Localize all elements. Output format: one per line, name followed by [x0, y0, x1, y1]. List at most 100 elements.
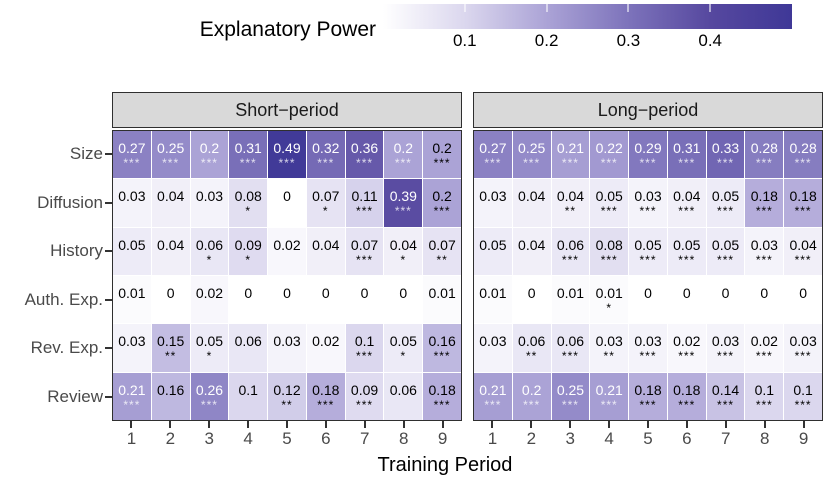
x-tick-label: 7: [360, 429, 370, 448]
x-tick-label: 3: [204, 429, 214, 448]
cell-value: 0.27: [118, 140, 146, 157]
cell-value: 0: [360, 285, 369, 302]
cell-value: 0.04: [312, 236, 340, 253]
heatmap-cell: 0.36 ***: [345, 131, 384, 179]
cell-significance: ***: [278, 156, 296, 171]
cell-value: 0.22: [595, 140, 623, 157]
legend-tick-mark: [627, 4, 630, 12]
heatmap-cell: 0: [306, 275, 345, 324]
heatmap-panel-long: 0.27 *** 0.25 *** 0.21 *** 0.22 *** 0.29 *** 0.31 *…: [473, 130, 823, 421]
heatmap-cell: 0.05 ***: [706, 227, 745, 275]
cell-significance: ***: [639, 252, 657, 267]
heatmap-cell: 0.04 ***: [667, 179, 706, 227]
heatmap-cell: 0.09 *: [229, 227, 268, 275]
cell-significance: ***: [678, 204, 696, 219]
x-tick-mark: [647, 421, 649, 428]
x-tick-mark: [802, 421, 805, 428]
heatmap-cell: 0.04: [151, 227, 190, 275]
x-tick-mark: [324, 421, 327, 428]
legend-tick-mark: [709, 4, 712, 12]
cell-value: 0.03: [118, 188, 146, 205]
heatmap-cell: 0.01: [423, 275, 461, 324]
cell-significance: *: [245, 252, 252, 267]
heatmap-cell: 0.2 ***: [384, 131, 423, 179]
heatmap-cell: 0.06 **: [512, 324, 551, 372]
cell-significance: ***: [717, 156, 735, 171]
cell-value: 0.02: [273, 236, 301, 253]
x-axis-labels-long: 1 2 3 4 5 6 7 8 9: [473, 429, 823, 449]
heatmap-cell: 0.21 ***: [551, 131, 590, 179]
heatmap-cell: 0.05 *: [384, 324, 423, 372]
x-tick-cell: [745, 421, 784, 428]
heatmap-cell: 0.02: [190, 275, 229, 324]
x-tick-label: 6: [682, 429, 692, 448]
x-tick-mark: [724, 421, 727, 428]
heatmap-cell: 0.14 ***: [706, 372, 745, 420]
cell-value: 0.04: [673, 188, 701, 205]
cell-value: 0: [799, 285, 807, 302]
heatmap-cell: 0: [629, 275, 667, 324]
x-tick-mark: [491, 421, 494, 428]
cell-significance: *: [400, 349, 407, 364]
cell-value: 0.08: [234, 188, 262, 205]
heatmap-cell: 0.33 ***: [706, 131, 745, 179]
cell-value: 0: [244, 285, 253, 302]
heatmap-cell: 0.03: [268, 324, 306, 372]
cell-significance: ***: [755, 156, 773, 171]
x-tick-label: 1: [487, 429, 498, 448]
cell-significance: **: [525, 349, 538, 364]
heatmap-cell: 0.06 ***: [551, 324, 590, 372]
cell-significance: *: [606, 301, 613, 316]
cell-value: 0.32: [312, 140, 340, 157]
cell-value: 0.06: [518, 333, 546, 350]
heatmap-cell: 0.26 ***: [190, 372, 229, 420]
cell-value: 0.04: [518, 236, 546, 253]
cell-value: 0: [721, 285, 730, 302]
heatmap-cell: 0.04 ***: [784, 227, 822, 275]
cell-value: 0: [399, 285, 408, 302]
x-tick-label: 1: [126, 429, 137, 448]
cell-value: 0.14: [711, 381, 740, 398]
cell-value: 0.03: [634, 188, 662, 205]
x-tick-mark: [208, 421, 211, 428]
cell-value: 0: [321, 285, 330, 302]
heatmap-cell: 0: [745, 275, 784, 324]
cell-value: 0.36: [350, 140, 379, 157]
x-tick-cell: [784, 421, 823, 428]
heatmap-cell: 0.29 ***: [629, 131, 667, 179]
heatmap-cell: 0.01: [113, 275, 151, 324]
x-tick-label: 8: [398, 429, 409, 448]
x-axis-title: Training Period: [377, 454, 513, 476]
y-axis-label: Review: [47, 386, 103, 406]
x-axis-ticks-long: [473, 421, 823, 428]
heatmap-cell: 0: [512, 275, 551, 324]
heatmap-cell: 0: [667, 275, 706, 324]
cell-value: 0.05: [673, 236, 701, 253]
cell-significance: ***: [794, 204, 812, 219]
x-tick-label: 8: [759, 429, 770, 448]
x-tick-cell: [551, 421, 590, 428]
cell-significance: ***: [717, 204, 735, 219]
x-tick-mark: [569, 421, 572, 428]
cell-value: 0.05: [711, 236, 740, 253]
heatmap-cell: 0.05 ***: [667, 227, 706, 275]
heatmap-cell: 0.04: [306, 227, 345, 275]
cell-value: 0.25: [556, 381, 585, 398]
heatmap-cell: 0.04: [512, 179, 551, 227]
heatmap-cell: 0.1: [229, 372, 268, 420]
cell-significance: ***: [561, 397, 579, 412]
y-axis-label: Auth. Exp.: [24, 289, 103, 309]
heatmap-cell: 0.03: [113, 324, 151, 372]
heatmap-cell: 0.02 ***: [667, 324, 706, 372]
cell-significance: ***: [717, 252, 735, 267]
legend-tick-mark: [545, 4, 548, 12]
heatmap-cell: 0.03 ***: [629, 324, 667, 372]
cell-value: 0.05: [195, 333, 224, 350]
x-tick-label: 2: [165, 429, 176, 448]
x-axis-ticks-short: [112, 421, 462, 428]
cell-value: 0.18: [750, 188, 778, 205]
cell-value: 0.15: [157, 333, 185, 350]
x-tick-label: 5: [643, 429, 653, 448]
heatmap-cell: 0.28 ***: [745, 131, 784, 179]
cell-significance: ***: [394, 204, 412, 219]
